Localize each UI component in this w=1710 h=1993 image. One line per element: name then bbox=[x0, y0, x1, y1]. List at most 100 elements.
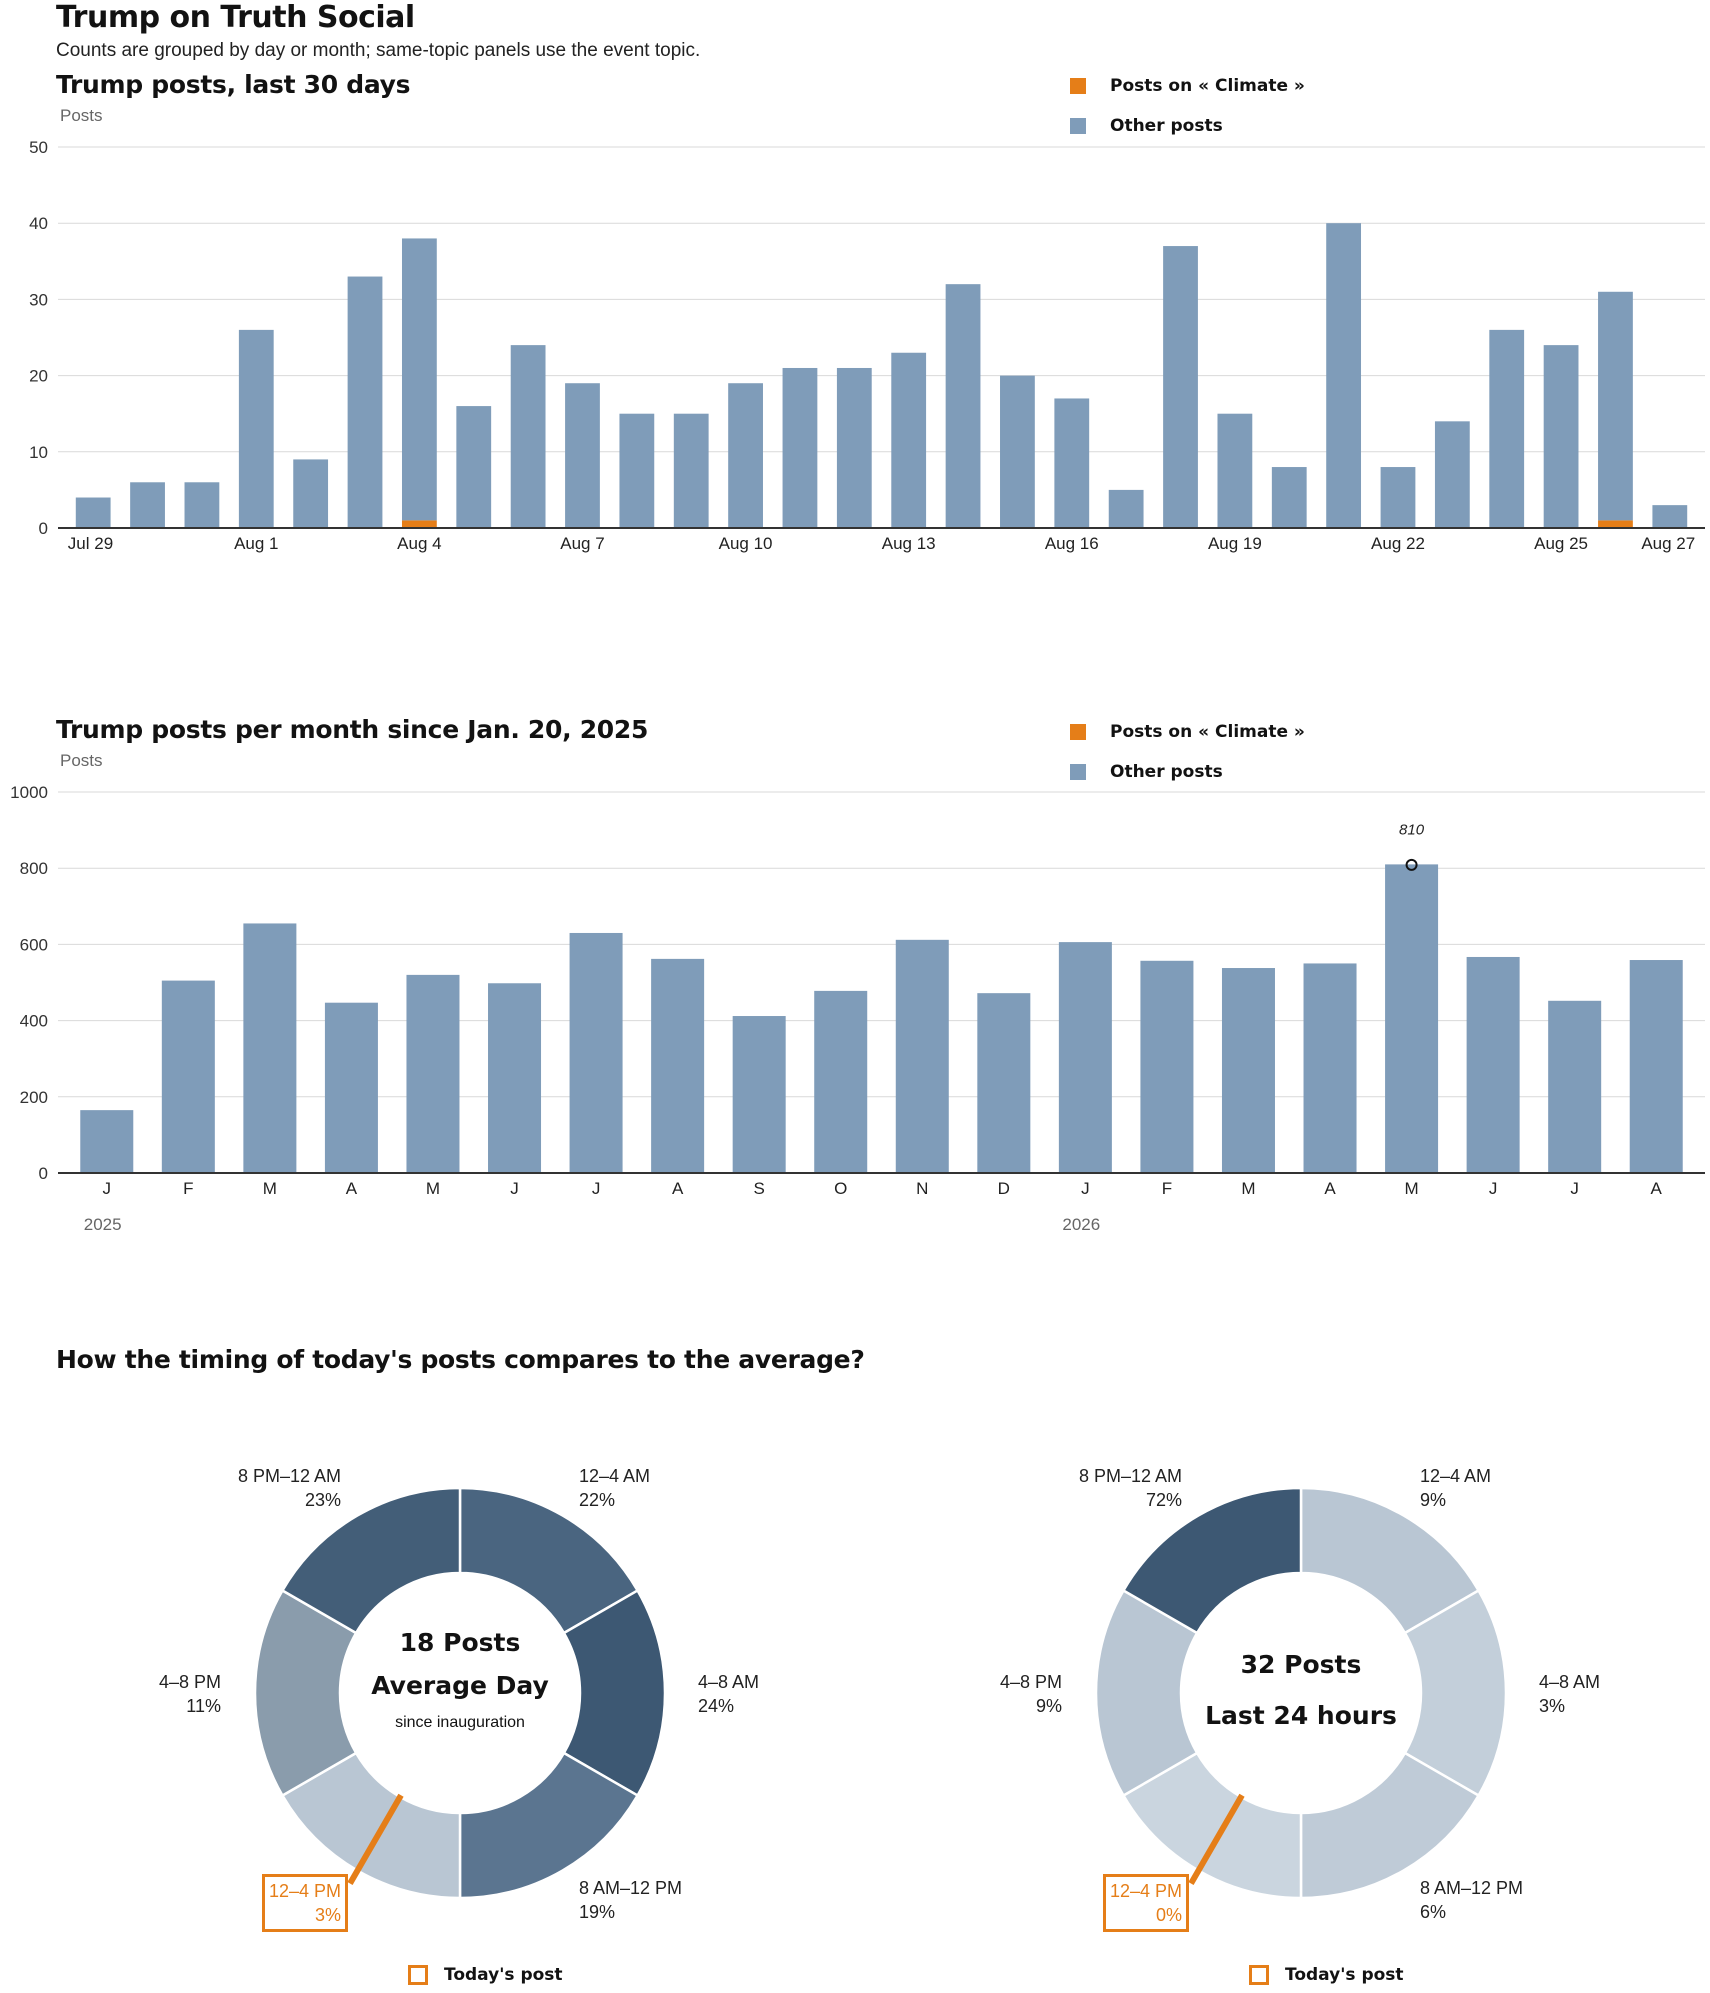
x-tick-label: Aug 19 bbox=[1208, 534, 1262, 553]
y-tick-label: 40 bbox=[29, 214, 48, 233]
donut1-label-8am: 8 AM–12 PM 19% bbox=[579, 1876, 682, 1924]
bar-other bbox=[1466, 956, 1520, 1173]
donut2-center-title: Last 24 hours bbox=[1205, 1701, 1397, 1730]
x-tick-label: F bbox=[183, 1179, 193, 1198]
slice-pct: 6% bbox=[1420, 1902, 1447, 1922]
bar-other bbox=[161, 980, 215, 1173]
page-title: Trump on Truth Social bbox=[56, 0, 415, 35]
bar-other bbox=[1221, 968, 1275, 1173]
bar-other bbox=[1058, 942, 1112, 1173]
bar-other bbox=[1380, 467, 1416, 528]
x-tick-label: A bbox=[346, 1179, 358, 1198]
donut1-label-12pm: 12–4 PM 3% bbox=[262, 1874, 349, 1932]
bar-other bbox=[945, 284, 981, 528]
x-tick-label: J bbox=[1081, 1179, 1090, 1198]
slice-label: 8 AM–12 PM bbox=[1420, 1878, 1524, 1898]
slice-label: 12–4 PM bbox=[269, 1881, 342, 1901]
donut2-label-8pm: 8 PM–12 AM 72% bbox=[1079, 1464, 1182, 1512]
bar-other bbox=[293, 459, 329, 528]
bar-other bbox=[891, 352, 927, 528]
x-tick-label: A bbox=[1651, 1179, 1663, 1198]
bar-topic bbox=[1598, 520, 1633, 528]
bar-other bbox=[1385, 864, 1439, 1173]
y-tick-label: 800 bbox=[20, 859, 48, 878]
donut1-label-4am: 4–8 AM 24% bbox=[698, 1670, 759, 1718]
bar-other bbox=[836, 367, 872, 528]
slice-label: 12–4 PM bbox=[1110, 1881, 1183, 1901]
timing-title: How the timing of today's posts compares… bbox=[56, 1345, 865, 1374]
bar-other bbox=[238, 329, 274, 528]
bar-other bbox=[977, 993, 1031, 1173]
slice-label: 4–8 PM bbox=[999, 1672, 1062, 1692]
chart1-title: Trump posts, last 30 days bbox=[56, 70, 411, 99]
donut2-label-4am: 4–8 AM 3% bbox=[1539, 1670, 1600, 1718]
bar-other bbox=[1548, 1000, 1602, 1173]
x-tick-label: J bbox=[1489, 1179, 1498, 1198]
slice-pct: 3% bbox=[315, 1905, 342, 1925]
legend-swatch-topic bbox=[1070, 724, 1086, 740]
bar-other bbox=[1629, 960, 1683, 1173]
chart1-svg: 0 10 20 30 40 50 Jul 29 Aug 1 Aug 4 Aug 7 Aug 10 Au… bbox=[29, 138, 1705, 553]
slice-label: 8 PM–12 AM bbox=[1078, 1466, 1182, 1486]
bar-other bbox=[569, 932, 623, 1173]
bar-other bbox=[732, 1016, 786, 1173]
chart1-y-unit: Posts bbox=[60, 106, 103, 125]
donut1-label-4pm: 4–8 PM 11% bbox=[159, 1670, 221, 1718]
bar-other bbox=[1140, 960, 1194, 1173]
bar-other bbox=[1326, 223, 1362, 528]
donut1-svg bbox=[253, 1486, 667, 1900]
chart2-legend: Posts on « Climate » Other posts bbox=[1070, 712, 1305, 792]
slice-label: 4–8 PM bbox=[158, 1672, 221, 1692]
legend-label-topic: Posts on « Climate » bbox=[1110, 76, 1305, 96]
today-post-label: Today's post bbox=[1285, 1965, 1404, 1985]
bar-other bbox=[130, 482, 165, 528]
donut-slice bbox=[1121, 1486, 1303, 1635]
x-tick-label: Aug 25 bbox=[1534, 534, 1588, 553]
bar-other bbox=[1000, 375, 1035, 528]
bar-other bbox=[1271, 467, 1307, 528]
annotation-label: 810 bbox=[1399, 821, 1425, 838]
bar-other bbox=[1652, 505, 1688, 528]
bar-other bbox=[184, 482, 220, 528]
legend-label-topic: Posts on « Climate » bbox=[1110, 722, 1305, 742]
today-post-swatch bbox=[408, 1965, 428, 1985]
bar-other bbox=[1489, 329, 1525, 528]
donut2-center: 32 Posts Last 24 hours bbox=[1171, 1650, 1431, 1730]
x-tick-label: M bbox=[426, 1179, 440, 1198]
bar-topic bbox=[401, 520, 437, 528]
donut2-today-legend: Today's post bbox=[1249, 1965, 1404, 1985]
slice-pct: 23% bbox=[304, 1490, 341, 1510]
slice-label: 8 AM–12 PM bbox=[579, 1878, 683, 1898]
y-tick-label: 30 bbox=[29, 290, 48, 309]
donut1-center-count: 18 Posts bbox=[399, 1628, 521, 1657]
donut-slice bbox=[280, 1486, 462, 1635]
bar-other bbox=[782, 367, 818, 528]
x-tick-label: Aug 27 bbox=[1641, 534, 1695, 553]
x-tick-label: Aug 4 bbox=[397, 534, 441, 553]
x-tick-label: A bbox=[672, 1179, 684, 1198]
bar-other bbox=[814, 990, 868, 1173]
donut2-label-12am: 12–4 AM 9% bbox=[1420, 1464, 1491, 1512]
x-tick-label: Aug 10 bbox=[719, 534, 773, 553]
slice-pct: 72% bbox=[1145, 1490, 1182, 1510]
x-tick-label: M bbox=[1241, 1179, 1255, 1198]
donut1-label-12am: 12–4 AM 22% bbox=[579, 1464, 650, 1512]
chart1-legend: Posts on « Climate » Other posts bbox=[1070, 66, 1305, 146]
y-tick-label: 10 bbox=[29, 443, 48, 462]
y-tick-label: 1000 bbox=[10, 783, 48, 802]
bar-other bbox=[1054, 398, 1090, 528]
bar-other bbox=[75, 497, 111, 528]
page-subtitle: Counts are grouped by day or month; same… bbox=[56, 40, 701, 61]
bar-other bbox=[1163, 246, 1198, 528]
bar-other bbox=[1598, 291, 1633, 521]
x-tick-label: M bbox=[263, 1179, 277, 1198]
chart2-svg: 0 200 400 600 800 1000 J F M A M J J A S O N D J F M A M 810 J J A… bbox=[10, 783, 1705, 1234]
chart1-legend-other: Other posts bbox=[1070, 106, 1305, 146]
legend-label-other: Other posts bbox=[1110, 116, 1223, 136]
slice-pct: 9% bbox=[1035, 1696, 1062, 1716]
today-post-swatch bbox=[1249, 1965, 1269, 1985]
slice-pct: 11% bbox=[186, 1696, 221, 1716]
y-tick-label: 50 bbox=[29, 138, 48, 157]
x-tick-label: Aug 7 bbox=[560, 534, 604, 553]
bar-other bbox=[510, 345, 546, 528]
